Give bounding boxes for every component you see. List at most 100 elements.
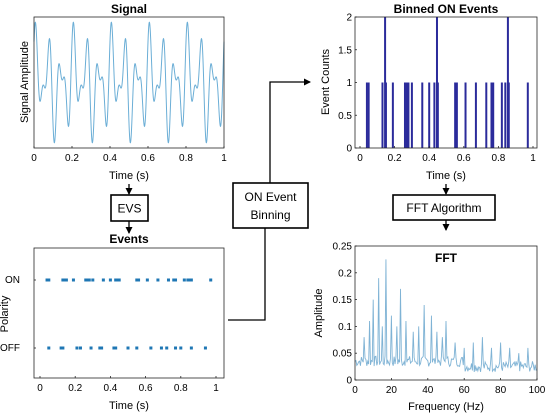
on-event-point bbox=[209, 278, 213, 282]
binned-xtick-label: 0.2 bbox=[388, 153, 402, 164]
off-event-point bbox=[98, 346, 102, 350]
fft-frame bbox=[354, 245, 538, 381]
binned-xtick-label: 1 bbox=[530, 153, 536, 164]
signal-xtick-label: 0.4 bbox=[103, 153, 117, 164]
binned-xtick-label: 0 bbox=[357, 153, 363, 164]
fft-ytick-label: 0.2 bbox=[338, 268, 352, 279]
binned-ylabel: Event Counts bbox=[320, 48, 332, 115]
events-ytick-off: OFF bbox=[0, 343, 20, 354]
fft-ytick-label: 0.25 bbox=[333, 242, 353, 253]
binned-y-ticks: 0 0.5 1 1.5 2 bbox=[338, 13, 357, 155]
on-event-point bbox=[63, 278, 67, 282]
off-event-point bbox=[112, 346, 116, 350]
signal-xtick-label: 0.2 bbox=[65, 153, 79, 164]
events-xtick-label: 0.6 bbox=[139, 383, 153, 394]
on-event-point bbox=[86, 278, 90, 282]
signal-series-line bbox=[33, 21, 225, 144]
binned-ytick-label: 1 bbox=[346, 78, 352, 89]
events-plot-area bbox=[45, 278, 213, 350]
signal-xtick-label: 0.6 bbox=[141, 153, 155, 164]
fft-xtick-label: 20 bbox=[386, 385, 398, 396]
signal-chart: Signal 0 0.2 0.4 0.6 0.8 1 Time (s) Signal Am… bbox=[19, 2, 227, 182]
fft-plot-area bbox=[354, 259, 538, 373]
signal-ylabel: Signal Amplitude bbox=[19, 41, 31, 123]
signal-x-ticks: 0 0.2 0.4 0.6 0.8 1 bbox=[31, 146, 227, 164]
fft-algorithm-box bbox=[392, 194, 496, 221]
fft-x-ticks: 0 20 40 60 80 100 bbox=[352, 378, 546, 396]
off-event-point bbox=[78, 346, 82, 350]
off-event-point bbox=[179, 346, 183, 350]
on-event-point bbox=[174, 278, 178, 282]
fft-xtick-label: 100 bbox=[529, 385, 546, 396]
fft-ytick-label: 0.1 bbox=[338, 322, 352, 333]
fft-ylabel: Amplitude bbox=[313, 289, 325, 338]
events-chart: Events 0 0.2 0.4 0.6 0.8 1 ON OFF Time (s) Po… bbox=[0, 232, 225, 412]
binned-plot-area bbox=[365, 17, 529, 148]
on-event-point bbox=[71, 278, 75, 282]
on-event-point bbox=[61, 278, 65, 282]
events-title: Events bbox=[109, 232, 149, 246]
evs-box bbox=[110, 194, 149, 222]
binned-ytick-label: 0 bbox=[346, 144, 352, 155]
fft-series-line bbox=[354, 259, 538, 373]
off-event-point bbox=[135, 346, 139, 350]
signal-plot-area bbox=[33, 21, 225, 144]
off-event-point bbox=[89, 346, 93, 350]
events-ytick-on: ON bbox=[5, 275, 20, 286]
events-xtick-label: 0 bbox=[37, 383, 43, 394]
on-event-point bbox=[45, 278, 49, 282]
on-event-point bbox=[117, 278, 121, 282]
arrow-binning-to-binned bbox=[269, 78, 311, 183]
off-event-point bbox=[47, 346, 51, 350]
fft-ytick-label: 0.15 bbox=[333, 295, 353, 306]
fft-xtick-label: 0 bbox=[352, 385, 358, 396]
signal-xtick-label: 0 bbox=[31, 153, 37, 164]
events-xtick-label: 0.8 bbox=[174, 383, 188, 394]
fft-xlabel: Frequency (Hz) bbox=[408, 401, 484, 413]
fft-algorithm-box-label: FFT Algorithm bbox=[406, 201, 481, 215]
off-event-point bbox=[189, 346, 193, 350]
binning-box bbox=[232, 182, 309, 229]
fft-ytick-label: 0 bbox=[346, 376, 352, 387]
events-ylabel: Polarity bbox=[0, 295, 11, 332]
on-event-point bbox=[101, 278, 105, 282]
off-event-point bbox=[203, 346, 207, 350]
on-event-point bbox=[47, 278, 51, 282]
on-event-point bbox=[172, 278, 176, 282]
binning-box-label-1: ON Event bbox=[244, 190, 297, 204]
signal-xlabel: Time (s) bbox=[109, 170, 149, 182]
on-event-point bbox=[135, 278, 139, 282]
events-xlabel: Time (s) bbox=[109, 400, 149, 412]
on-event-point bbox=[115, 278, 119, 282]
on-event-point bbox=[166, 278, 170, 282]
fft-chart: FFT 0 20 40 60 80 100 0 0.05 0.1 0.15 0.2 0.25 Fre… bbox=[313, 242, 546, 414]
fft-xtick-label: 80 bbox=[495, 385, 507, 396]
off-event-point bbox=[174, 346, 178, 350]
on-event-point bbox=[182, 278, 186, 282]
off-event-point bbox=[159, 346, 163, 350]
arrow-events-to-binning-lower bbox=[228, 228, 266, 321]
events-xtick-label: 1 bbox=[213, 383, 219, 394]
binned-title: Binned ON Events bbox=[394, 2, 499, 16]
binned-xlabel: Time (s) bbox=[426, 170, 466, 182]
off-event-point bbox=[149, 346, 153, 350]
on-event-point bbox=[84, 278, 88, 282]
signal-title: Signal bbox=[111, 2, 147, 16]
off-event-point bbox=[61, 346, 65, 350]
fft-xtick-label: 60 bbox=[459, 385, 471, 396]
on-event-point bbox=[108, 278, 112, 282]
off-event-point bbox=[100, 346, 104, 350]
binned-xtick-label: 0.6 bbox=[457, 153, 471, 164]
on-event-point bbox=[87, 278, 91, 282]
evs-box-label: EVS bbox=[117, 202, 141, 216]
binned-ytick-label: 2 bbox=[346, 13, 352, 24]
on-event-point bbox=[188, 278, 192, 282]
signal-xtick-label: 1 bbox=[221, 153, 227, 164]
events-xtick-label: 0.4 bbox=[103, 383, 117, 394]
off-event-point bbox=[75, 346, 79, 350]
binned-chart: Binned ON Events 0 0.2 0.4 0.6 0.8 1 0 0.5 1 1.5… bbox=[320, 2, 538, 182]
off-event-point bbox=[114, 346, 118, 350]
off-event-point bbox=[126, 346, 130, 350]
binned-ytick-label: 0.5 bbox=[338, 111, 352, 122]
